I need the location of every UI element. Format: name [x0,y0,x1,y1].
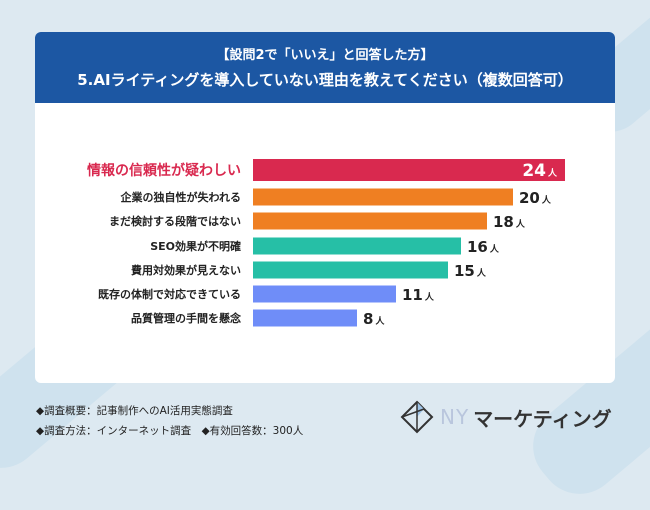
bar-label: 既存の体制で対応できている [98,287,241,301]
data-label: 11 人 [402,286,435,304]
survey-overview: ◆調査概要：記事制作へのAI活用実態調査 [36,405,233,417]
bar-label: 費用対効果が見えない [130,263,241,277]
logo-ny: NY [440,405,470,429]
bar [253,309,357,327]
chart-header: 【設問2で「いいえ」と回答した方】 5.AIライティングを導入していない理由を教… [35,32,615,103]
bar-label: 品質管理の手間を懸念 [131,311,242,325]
bar-label: 企業の独自性が失われる [120,190,241,204]
bar [253,237,461,255]
survey-method: ◆調査方法：インターネット調査 ◆有効回答数：300人 [36,425,304,437]
bar-label: SEO効果が不明確 [150,239,241,253]
data-label: 15 人 [454,262,487,280]
logo-text: マーケティング [473,406,612,431]
data-label: 24 人 [522,161,558,181]
data-label: 20 人 [519,189,552,207]
data-label: 16 人 [467,238,500,256]
bar [253,188,513,206]
company-logo: NY マーケティング [400,400,612,434]
chart-subtitle: 【設問2で「いいえ」と回答した方】 [216,48,434,63]
bar [253,285,396,303]
diamond-logo-icon [400,400,434,434]
chart-title: 5.AIライティングを導入していない理由を教えてください（複数回答可） [77,71,573,89]
bar [253,212,487,230]
bar [253,261,448,279]
bar-label: 情報の信頼性が疑わしい [87,162,241,179]
bar-label: まだ検討する段階ではない [109,214,241,228]
data-label: 18 人 [493,213,526,231]
bar [253,159,565,181]
